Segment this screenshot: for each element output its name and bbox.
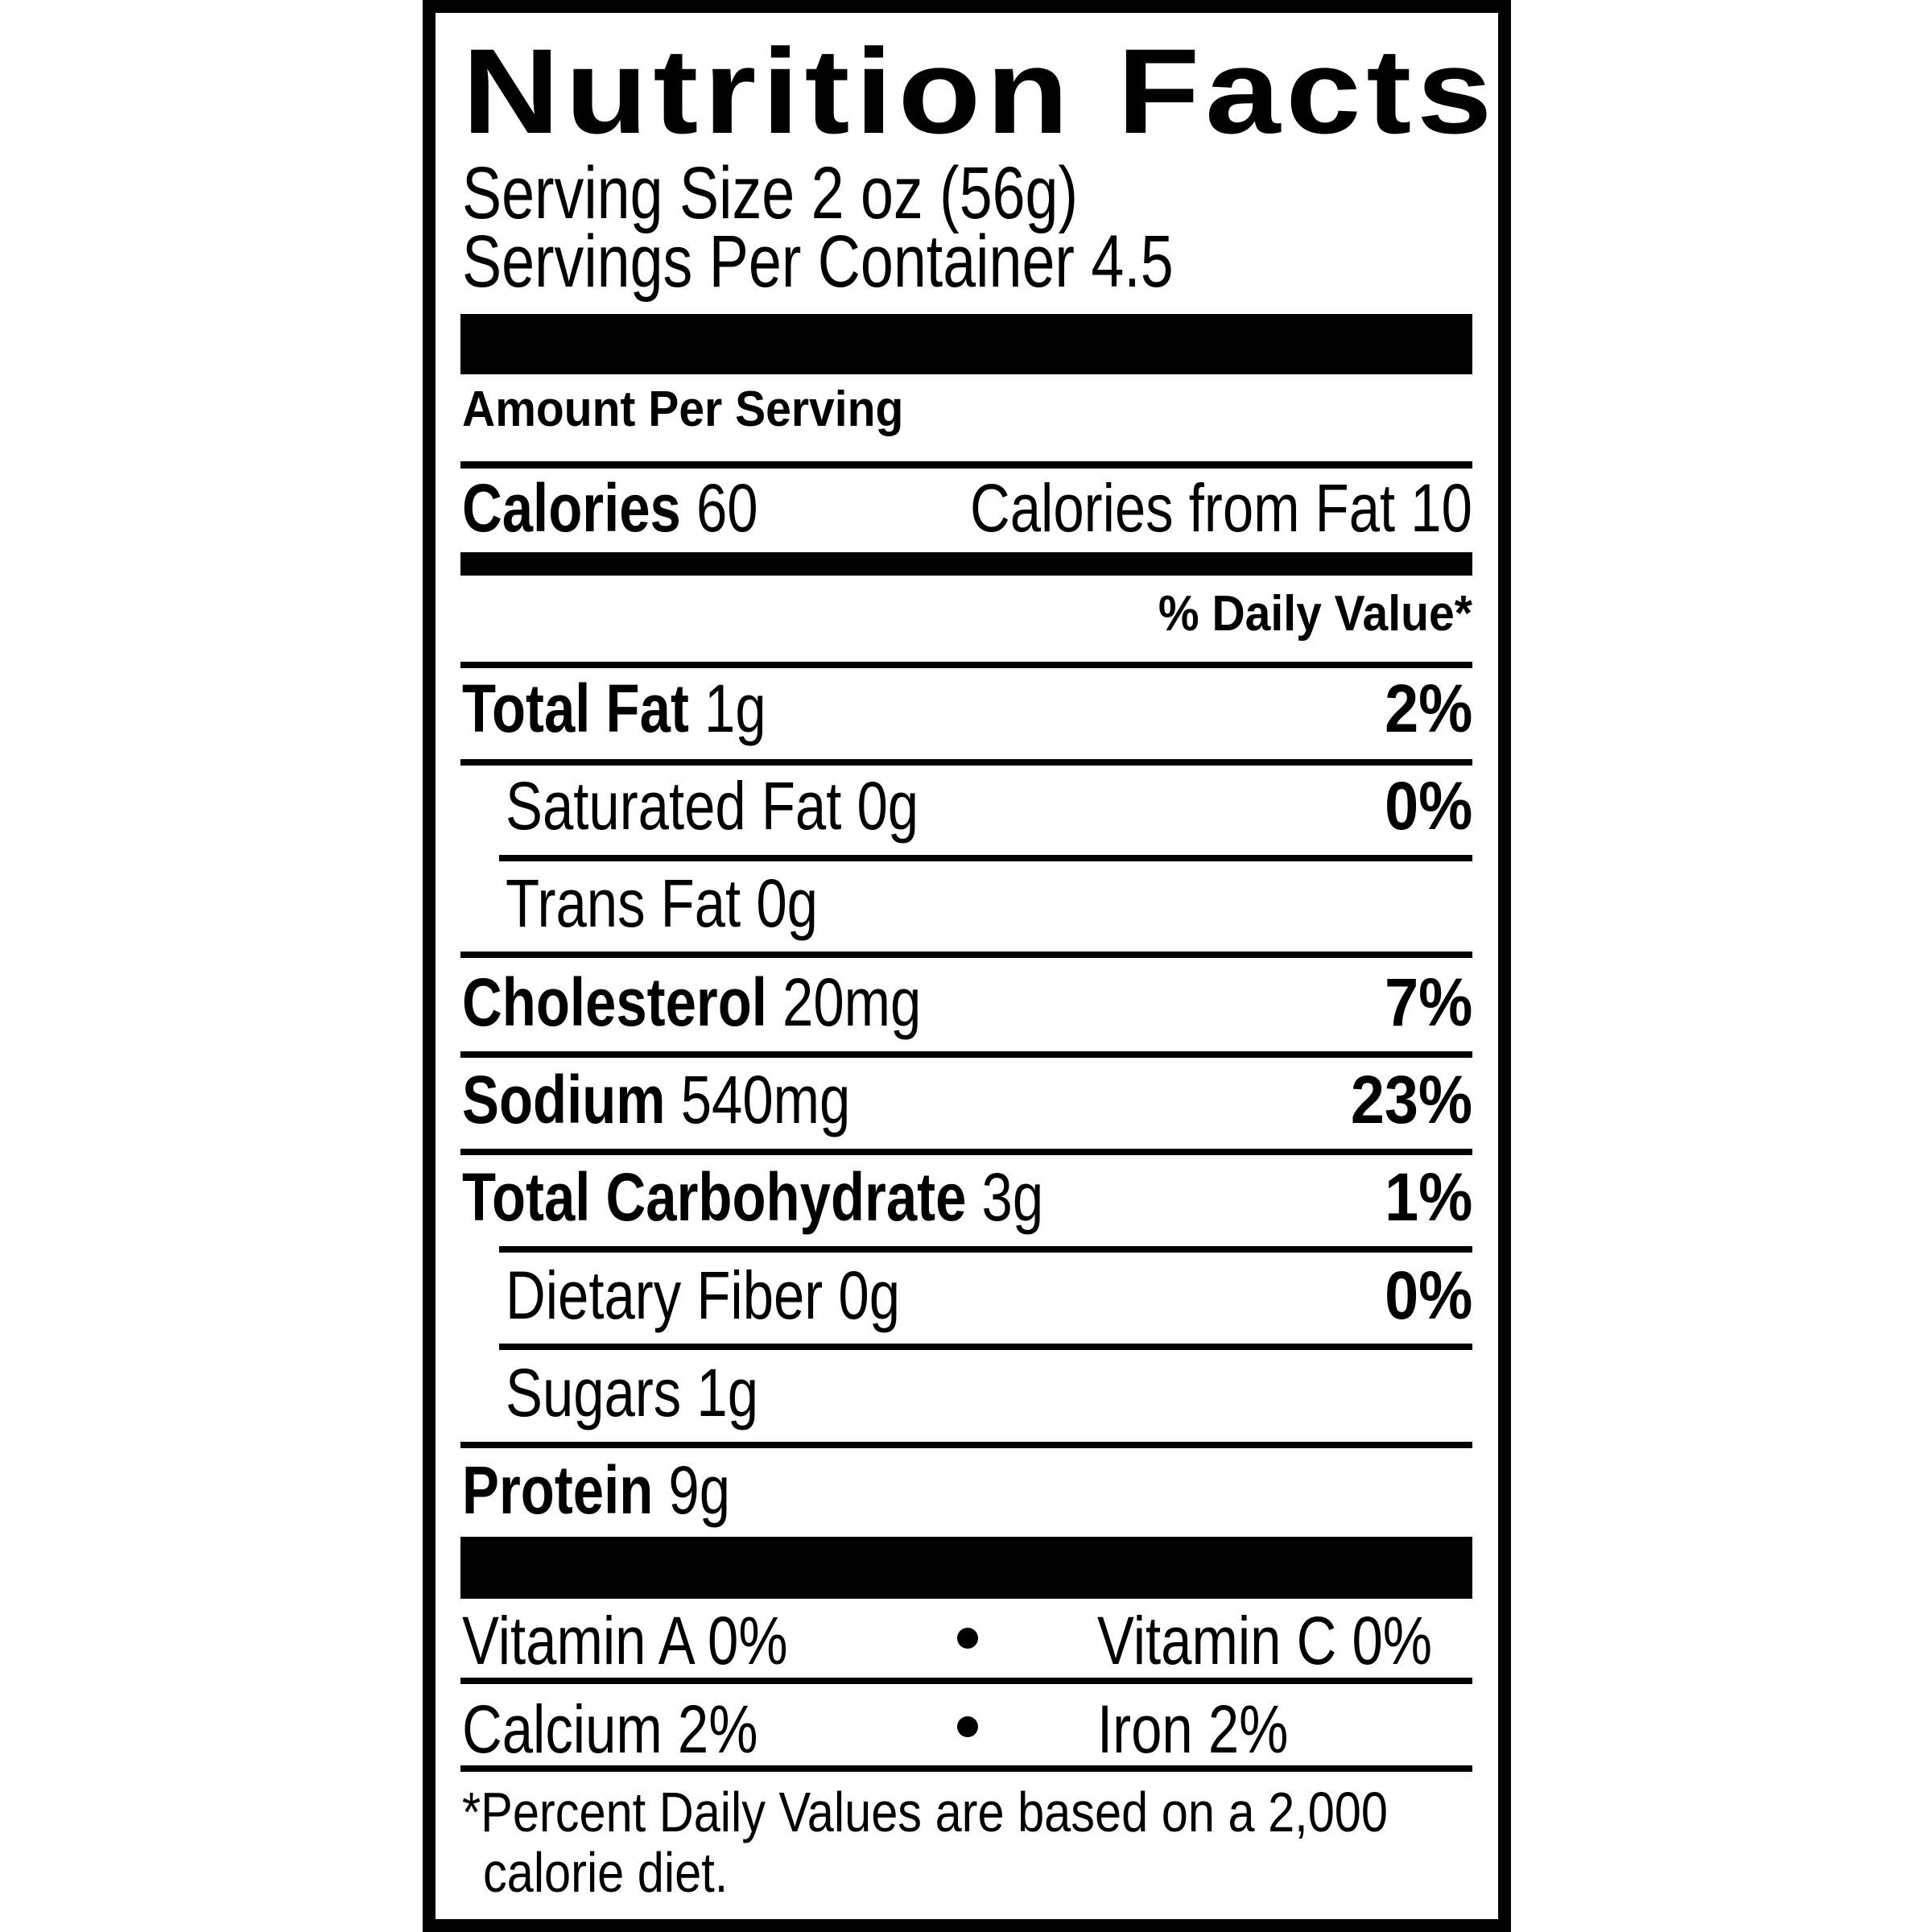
footnote-line-2: calorie diet. — [483, 1841, 729, 1904]
nutrient-saturated-fat: Saturated Fat 0g — [506, 768, 919, 844]
daily-value-header: % Daily Value* — [1158, 586, 1472, 642]
calcium: Calcium 2% — [462, 1691, 758, 1767]
dv-cholesterol: 7% — [1384, 964, 1472, 1040]
thick-divider — [460, 1537, 1472, 1599]
divider — [499, 1246, 1472, 1253]
footnote-line-1: *Percent Daily Values are based on a 2,0… — [462, 1781, 1388, 1843]
divider — [460, 1442, 1472, 1448]
divider — [460, 952, 1472, 958]
divider — [460, 662, 1472, 668]
bullet-icon — [957, 1716, 978, 1737]
medium-divider — [460, 552, 1472, 576]
nutrient-trans-fat: Trans Fat 0g — [506, 865, 818, 941]
serving-size: Serving Size 2 oz (56g) — [462, 152, 1079, 234]
dv-saturated-fat: 0% — [1384, 768, 1472, 844]
dv-total-fat: 2% — [1384, 671, 1472, 746]
dv-sodium: 23% — [1350, 1062, 1472, 1137]
divider — [460, 461, 1472, 469]
dv-total-carbohydrate: 1% — [1384, 1159, 1472, 1235]
vitamin-a: Vitamin A 0% — [462, 1603, 788, 1678]
nutrient-sodium: Sodium 540mg — [462, 1062, 851, 1137]
nutrient-protein: Protein 9g — [462, 1452, 731, 1528]
divider — [460, 1051, 1472, 1058]
nutrient-cholesterol: Cholesterol 20mg — [462, 964, 922, 1040]
calories-from-fat: Calories from Fat 10 — [970, 470, 1472, 546]
divider — [460, 759, 1472, 766]
bullet-icon — [957, 1628, 978, 1649]
divider — [460, 1678, 1472, 1684]
label-title: Nutrition Facts — [462, 23, 1498, 159]
divider — [460, 1765, 1472, 1772]
nutrient-dietary-fiber: Dietary Fiber 0g — [506, 1257, 901, 1333]
thick-divider — [460, 314, 1472, 374]
divider — [499, 1344, 1472, 1350]
vitamin-c: Vitamin C 0% — [1097, 1603, 1433, 1678]
dv-dietary-fiber: 0% — [1384, 1257, 1472, 1333]
divider — [499, 855, 1472, 861]
servings-per-container: Servings Per Container 4.5 — [462, 221, 1174, 303]
divider — [460, 1149, 1472, 1155]
iron: Iron 2% — [1097, 1691, 1289, 1767]
calories-row: Calories 60 — [462, 474, 758, 542]
calories-label: Calories — [462, 470, 681, 546]
nutrient-total-fat: Total Fat 1g — [462, 671, 766, 746]
nutrient-total-carbohydrate: Total Carbohydrate 3g — [462, 1159, 1044, 1235]
amount-per-serving: Amount Per Serving — [462, 382, 904, 437]
calories-value: 60 — [696, 470, 758, 546]
nutrient-sugars: Sugars 1g — [506, 1355, 759, 1430]
